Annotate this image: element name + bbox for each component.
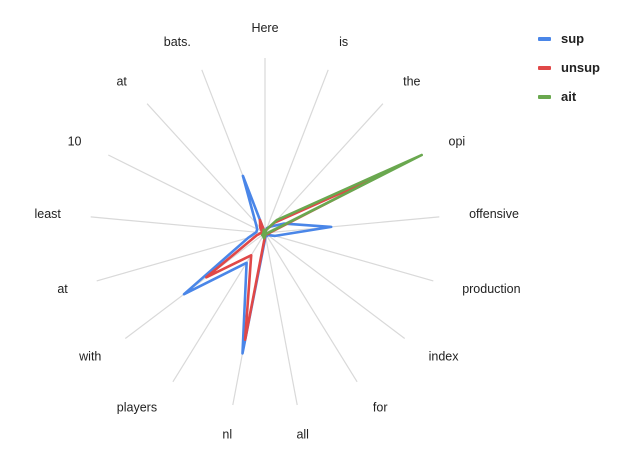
axis-label-7: for	[373, 400, 388, 414]
legend: sup unsup ait	[538, 24, 638, 111]
series-ait	[260, 153, 423, 240]
spoke-8	[264, 232, 298, 406]
spoke-15	[146, 103, 266, 234]
axis-labels: Here is the opi offensive production index for a…	[34, 21, 520, 442]
spoke-5	[264, 232, 434, 282]
spoke-13	[90, 216, 266, 234]
series-unsup	[205, 173, 384, 341]
legend-swatch	[538, 36, 551, 41]
legend-item-ait: ait	[538, 82, 638, 111]
spoke-6	[264, 232, 406, 339]
axis-label-9: nl	[222, 428, 232, 442]
axis-label-10: players	[117, 400, 157, 414]
axis-label-8: all	[296, 428, 309, 442]
axis-label-2: the	[403, 75, 420, 89]
radar-series	[182, 153, 423, 355]
axis-label-1: is	[339, 35, 348, 49]
axis-label-5: production	[462, 282, 520, 296]
legend-label: sup	[561, 31, 585, 46]
legend-item-sup: sup	[538, 24, 638, 53]
spoke-1	[264, 69, 329, 234]
axis-label-13: least	[34, 207, 61, 221]
legend-item-unsup: unsup	[538, 53, 638, 82]
axis-label-6: index	[429, 350, 460, 364]
axis-label-15: at	[116, 75, 127, 89]
axis-label-4: offensive	[469, 207, 519, 221]
spoke-14	[108, 154, 266, 234]
axis-label-3: opi	[449, 135, 466, 149]
legend-swatch	[538, 65, 551, 70]
spoke-12	[96, 232, 266, 282]
spoke-2	[264, 103, 384, 234]
axis-label-11: with	[78, 350, 101, 364]
legend-label: ait	[561, 89, 577, 104]
spoke-4	[264, 216, 440, 234]
axis-label-14: 10	[68, 135, 82, 149]
spoke-7	[264, 232, 358, 383]
axis-label-16: bats.	[164, 35, 191, 49]
series-sup	[182, 174, 333, 355]
legend-swatch	[538, 94, 551, 99]
radar-spokes	[90, 58, 440, 406]
axis-label-12: at	[57, 282, 68, 296]
spoke-10	[172, 232, 266, 383]
legend-label: unsup	[561, 60, 600, 75]
axis-label-0: Here	[251, 21, 278, 35]
